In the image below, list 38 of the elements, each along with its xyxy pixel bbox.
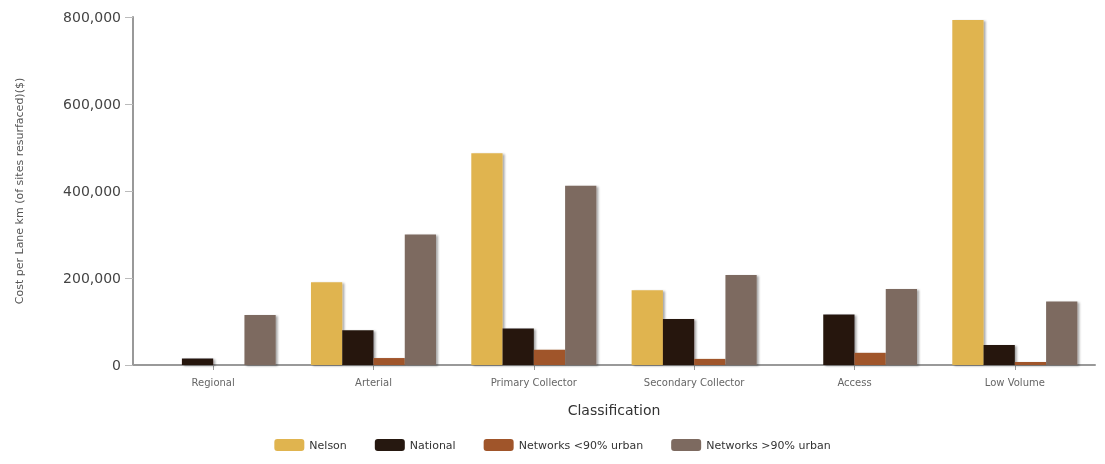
bar xyxy=(1046,301,1078,365)
y-axis-title: Cost per Lane km (of sites resurfaced)($) xyxy=(13,77,26,305)
bar xyxy=(181,358,214,365)
y-tick-label: 800,000 xyxy=(63,9,121,25)
bar xyxy=(952,20,984,365)
bar xyxy=(533,349,566,365)
legend-label: Networks <90% urban xyxy=(518,438,644,452)
bar xyxy=(631,290,663,365)
x-tick-label: Primary Collector xyxy=(490,376,578,388)
bar xyxy=(885,288,918,365)
bar xyxy=(244,314,276,365)
bar xyxy=(1014,361,1047,365)
y-tick-label: 400,000 xyxy=(63,183,121,199)
bar xyxy=(725,274,757,365)
x-tick-label: Regional xyxy=(191,376,235,388)
bar xyxy=(373,358,405,365)
bar xyxy=(983,344,1015,365)
bar xyxy=(471,153,503,365)
bar xyxy=(310,282,343,365)
x-tick-label: Access xyxy=(837,376,872,388)
bar xyxy=(662,318,695,365)
bar xyxy=(342,330,374,365)
y-tick-label: 0 xyxy=(112,357,121,373)
x-axis-title: Classification xyxy=(567,402,661,418)
y-tick-label: 200,000 xyxy=(63,270,121,286)
x-tick-label: Secondary Collector xyxy=(643,376,746,388)
bar xyxy=(694,358,726,365)
y-tick-label: 600,000 xyxy=(63,96,121,112)
x-tick-label: Low Volume xyxy=(984,376,1045,388)
legend-label: Nelson xyxy=(309,438,347,452)
bar xyxy=(854,352,886,365)
legend-label: Networks >90% urban xyxy=(706,438,831,452)
legend-label: National xyxy=(409,438,456,452)
bar xyxy=(404,234,437,365)
x-tick-label: Arterial xyxy=(355,376,392,388)
bar xyxy=(502,328,534,365)
bar xyxy=(565,185,597,365)
bar xyxy=(823,314,855,365)
